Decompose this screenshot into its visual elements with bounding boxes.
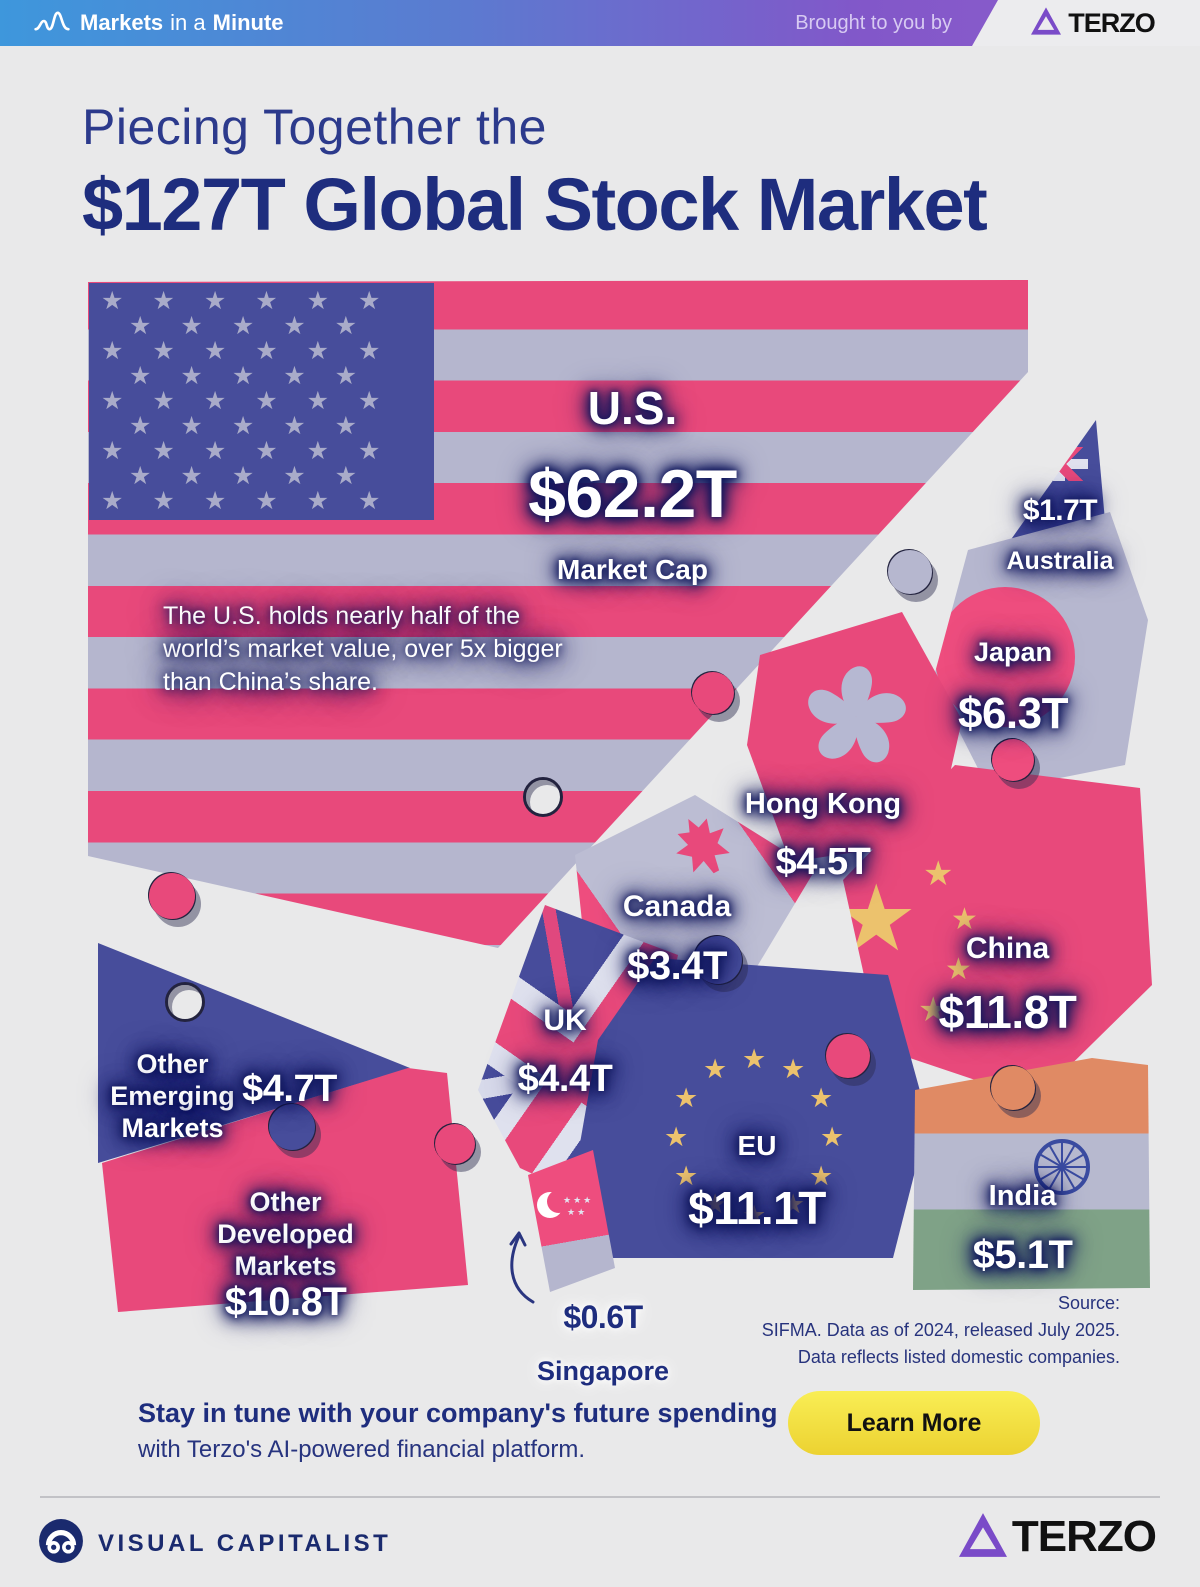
eu-label: EU $11.1T — [652, 1110, 862, 1254]
puzzle-tab — [692, 672, 734, 714]
title-line1: Piecing Together the — [82, 99, 547, 155]
singapore-crescent-cut — [547, 1190, 570, 1213]
uk-name: UK — [543, 1003, 587, 1037]
terzo-wordmark: TERZO — [1068, 7, 1155, 38]
cta-subline: with Terzo's AI-powered financial platfo… — [138, 1436, 586, 1463]
china-star-icon: ★ — [945, 953, 972, 986]
brought-to-you-by-label: Brought to you by — [795, 12, 952, 34]
canada-value: $3.4T — [627, 944, 727, 989]
canada-name: Canada — [622, 889, 732, 923]
puzzle-notch — [523, 777, 563, 817]
japan-label: Japan $6.3T — [928, 618, 1098, 758]
other-developed-label: Other Developed Markets — [183, 1168, 388, 1301]
puzzle-notch — [165, 982, 205, 1022]
cta-text: Stay in tune with your company's future … — [138, 1398, 777, 1464]
source-line1: Source: — [1057, 1293, 1120, 1313]
us-flag-canton: ★★★★★★ ★★★★★ ★★★★★★ ★★★★★ ★★★★★★ ★★★★★ ★… — [89, 283, 434, 520]
header-bar: Markets in a Minute Brought to you by TE… — [0, 0, 1200, 46]
puzzle-tab — [269, 1104, 315, 1150]
brand-group: Markets in a Minute — [34, 0, 284, 46]
header-sponsor-logo[interactable]: TERZO — [972, 0, 1200, 46]
brand-markets: Markets — [80, 10, 164, 35]
footer-divider — [40, 1496, 1160, 1498]
china-name: China — [965, 931, 1050, 965]
other-developed-value: $10.8T — [224, 1279, 347, 1324]
eu-name: EU — [737, 1129, 777, 1161]
us-name: U.S. — [587, 381, 678, 434]
singapore-name: Singapore — [536, 1355, 670, 1386]
japan-value: $6.3T — [957, 688, 1069, 738]
terzo-footer-wordmark: TERZO — [1011, 1512, 1157, 1561]
china-star-icon: ★ — [951, 903, 978, 936]
brand-minute: Minute — [212, 10, 284, 35]
puzzle-tab — [991, 1066, 1035, 1110]
uk-label: UK $4.4T — [470, 984, 660, 1121]
visual-capitalist-logo[interactable]: VISUAL CAPITALIST — [38, 1518, 391, 1569]
china-star-icon: ★ — [923, 855, 954, 893]
source-line3: Data reflects listed domestic companies. — [797, 1347, 1120, 1367]
learn-more-button[interactable]: Learn More — [788, 1391, 1040, 1455]
australia-label: $1.7T Australia — [985, 474, 1135, 596]
hong-kong-value: $4.5T — [775, 840, 871, 883]
other-emerging-value: $4.7T — [242, 1067, 337, 1110]
singapore-stars-icon: ★★★ — [563, 1195, 594, 1205]
australia-value: $1.7T — [1022, 493, 1098, 527]
puzzle-tab — [826, 1034, 870, 1078]
terzo-footer-logo[interactable]: TERZO — [958, 1512, 1157, 1562]
us-canton-stars: ★★★★★★ ★★★★★ ★★★★★★ ★★★★★ ★★★★★★ ★★★★★ ★… — [101, 287, 410, 515]
us-caption: Market Cap — [557, 554, 708, 586]
source-line2: SIFMA. Data as of 2024, released July 20… — [761, 1320, 1120, 1340]
terzo-mark-icon — [1031, 6, 1062, 40]
singapore-value: $0.6T — [563, 1298, 643, 1335]
india-value: $5.1T — [972, 1232, 1073, 1277]
singapore-stars-icon: ★★ — [567, 1207, 588, 1217]
eu-value: $11.1T — [688, 1181, 826, 1234]
other-developed-value-label: $10.8T — [183, 1260, 388, 1345]
india-chakra-icon — [1032, 1137, 1092, 1202]
japan-sun-disc — [935, 587, 1075, 727]
india-label: India $5.1T — [930, 1160, 1115, 1298]
china-star-icon: ★ — [918, 991, 949, 1029]
puzzle-tab — [694, 936, 742, 984]
canada-maple-leaf-icon — [658, 802, 750, 896]
visual-capitalist-wordmark: VISUAL CAPITALIST — [98, 1529, 392, 1557]
uk-value: $4.4T — [517, 1058, 613, 1101]
brand-title: Markets in a Minute — [80, 10, 284, 36]
puzzle-tab — [435, 1124, 475, 1164]
terzo-mark-icon — [958, 1512, 1007, 1562]
australia-name: Australia — [1006, 547, 1114, 576]
india-name: India — [988, 1179, 1057, 1212]
other-emerging-label: Other Emerging Markets — [90, 1030, 255, 1163]
cta-headline: Stay in tune with your company's future … — [138, 1398, 778, 1428]
other-emerging-name: Other Emerging Markets — [110, 1048, 235, 1143]
puzzle-tab — [149, 873, 195, 919]
hong-kong-name: Hong Kong — [744, 787, 902, 820]
singapore-arrow-icon — [503, 1228, 545, 1311]
other-emerging-value-label: $4.7T — [222, 1048, 357, 1131]
canada-label: Canada $3.4T — [577, 870, 777, 1009]
source-note: Source: SIFMA. Data as of 2024, released… — [762, 1290, 1120, 1371]
hong-kong-label: Hong Kong $4.5T — [723, 768, 923, 904]
us-note: The U.S. holds nearly half of the world’… — [163, 602, 563, 696]
us-value: $62.2T — [528, 456, 737, 533]
visual-capitalist-icon — [38, 1518, 84, 1569]
wave-icon — [34, 7, 70, 40]
us-label: U.S. $62.2T Market Cap — [455, 362, 810, 605]
china-value: $11.8T — [938, 986, 1077, 1039]
puzzle-tab — [992, 739, 1034, 781]
page-title: Piecing Together the $127T Global Stock … — [82, 98, 988, 247]
china-label: China $11.8T — [890, 912, 1125, 1058]
singapore-label: $0.6T Singapore — [513, 1280, 693, 1406]
japan-name: Japan — [973, 636, 1053, 667]
hong-kong-bauhinia-icon — [800, 661, 912, 778]
title-line2: $127T Global Stock Market — [82, 163, 988, 246]
piece-japan — [933, 512, 1148, 792]
piece-eu: ★ ★ ★ ★ ★ ★ ★ ★ ★ ★ ★ ★ — [560, 958, 928, 1258]
puzzle-tab — [888, 550, 932, 594]
brand-ina: in a — [170, 10, 206, 35]
other-developed-name: Other Developed Markets — [217, 1186, 354, 1281]
